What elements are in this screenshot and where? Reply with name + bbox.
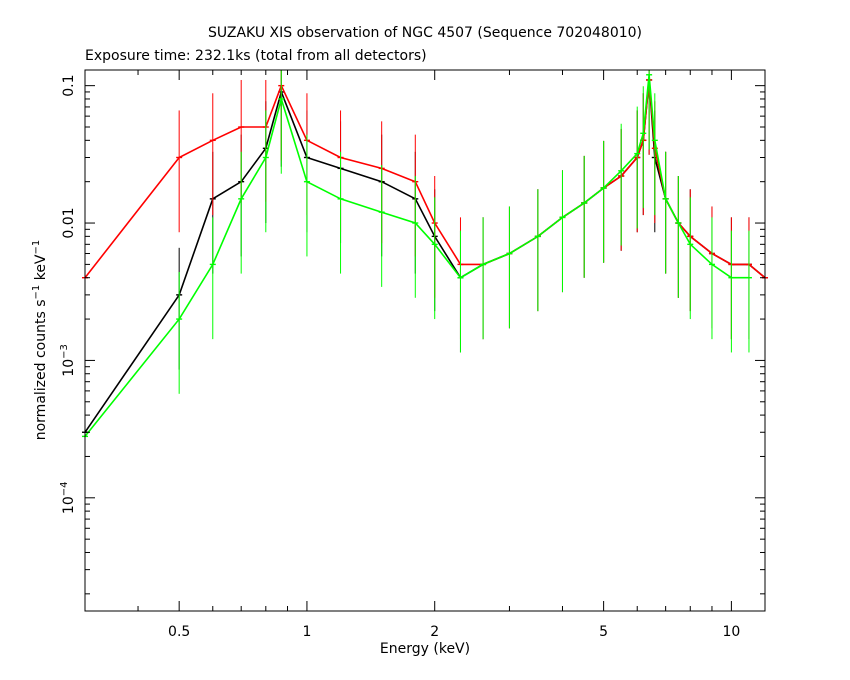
y-tick-label: 0.1: [61, 75, 77, 97]
y-axis-label: normalized counts s−1 keV−1: [31, 240, 49, 441]
y-tick-label: 10−4: [59, 482, 77, 515]
y-tick-label-exponent: −3: [59, 344, 70, 359]
plot-frame: [84, 69, 766, 612]
chart-title: SUZAKU XIS observation of NGC 4507 (Sequ…: [208, 25, 642, 41]
y-tick-label-exponent: −4: [59, 482, 70, 497]
x-tick-label: 5: [599, 624, 608, 640]
series-3: [82, 70, 752, 512]
y-tick-label-base: 0.01: [61, 207, 77, 238]
x-axis: 0.5 1 2 5 10: [84, 70, 740, 640]
y-tick-label: 10−3: [59, 344, 77, 377]
series-1-line: [84, 79, 766, 433]
chart-subtitle: Exposure time: 232.1ks (total from all d…: [85, 48, 427, 64]
y-tick-label-base: 0.1: [61, 75, 77, 97]
y-axis: 10−410−30.010.1: [59, 75, 765, 595]
y-axis-label-prefix: normalized counts s: [33, 299, 49, 440]
y-tick-label: 0.01: [61, 207, 77, 238]
y-tick-label-base: 10: [61, 496, 77, 514]
series-2-line: [84, 79, 766, 279]
y-tick-label-base: 10: [61, 359, 77, 377]
x-tick-label: 0.5: [168, 624, 190, 640]
y-axis-label-mid: keV: [33, 254, 49, 285]
x-axis-label: Energy (keV): [380, 641, 470, 657]
series-1: [82, 70, 768, 508]
y-axis-label-exponent-1: −1: [31, 285, 42, 300]
y-axis-label-exponent-2: −1: [31, 240, 42, 255]
x-tick-label: 2: [430, 624, 439, 640]
x-tick-label: 1: [302, 624, 311, 640]
series-layer: [82, 70, 768, 512]
x-tick-label: 10: [722, 624, 740, 640]
